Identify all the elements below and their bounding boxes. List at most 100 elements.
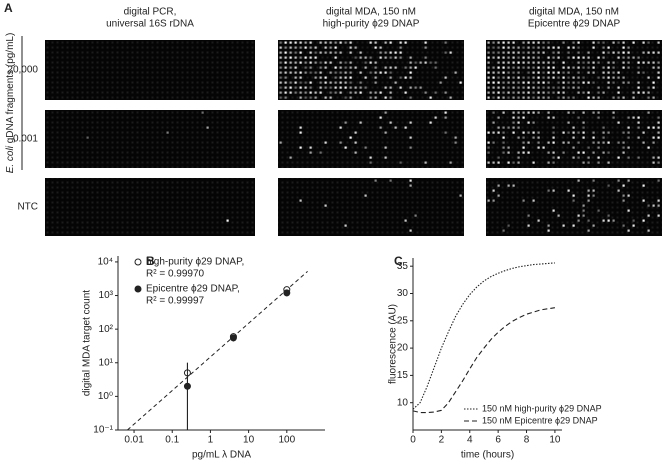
positive-well <box>517 126 520 129</box>
positive-well <box>592 61 595 64</box>
positive-well <box>552 71 555 74</box>
positive-well <box>627 51 630 54</box>
positive-well <box>552 209 555 212</box>
positive-well <box>429 61 432 64</box>
positive-well <box>657 41 660 44</box>
positive-well <box>582 126 585 129</box>
positive-well <box>226 219 229 222</box>
positive-well <box>492 91 495 94</box>
positive-well <box>384 131 387 134</box>
positive-well <box>492 141 495 144</box>
positive-well <box>637 81 640 84</box>
positive-well <box>299 56 302 59</box>
positive-well <box>364 194 367 197</box>
positive-well <box>339 41 342 44</box>
positive-well <box>384 66 387 69</box>
positive-well <box>389 41 392 44</box>
positive-well <box>279 81 282 84</box>
positive-well <box>444 51 447 54</box>
positive-well <box>547 151 550 154</box>
x-tick-label: 4 <box>467 435 473 446</box>
positive-well <box>409 146 412 149</box>
positive-well <box>602 126 605 129</box>
positive-well <box>444 91 447 94</box>
positive-well <box>552 116 555 119</box>
positive-well <box>557 71 560 74</box>
positive-well <box>512 96 515 99</box>
positive-well <box>527 61 530 64</box>
point <box>283 289 291 297</box>
positive-well <box>537 81 540 84</box>
positive-well <box>657 204 660 207</box>
positive-well <box>409 71 412 74</box>
positive-well <box>507 81 510 84</box>
positive-well <box>324 51 327 54</box>
positive-well <box>612 71 615 74</box>
positive-well <box>522 136 525 139</box>
positive-well <box>527 76 530 79</box>
positive-well <box>364 86 367 89</box>
positive-well <box>279 76 282 79</box>
positive-well <box>552 156 555 159</box>
positive-well <box>389 96 392 99</box>
positive-well <box>384 56 387 59</box>
positive-well <box>522 56 525 59</box>
positive-well <box>394 56 397 59</box>
positive-well <box>522 76 525 79</box>
positive-well <box>487 66 490 69</box>
positive-well <box>399 161 402 164</box>
positive-well <box>339 66 342 69</box>
positive-well <box>517 96 520 99</box>
positive-well <box>289 81 292 84</box>
positive-well <box>344 71 347 74</box>
positive-well <box>289 51 292 54</box>
positive-well <box>552 56 555 59</box>
positive-well <box>344 76 347 79</box>
positive-well <box>587 146 590 149</box>
positive-well <box>617 141 620 144</box>
positive-well <box>627 131 630 134</box>
positive-well <box>522 46 525 49</box>
positive-well <box>294 56 297 59</box>
positive-well <box>582 66 585 69</box>
positive-well <box>369 161 372 164</box>
positive-well <box>582 61 585 64</box>
positive-well <box>607 141 610 144</box>
positive-well <box>552 151 555 154</box>
positive-well <box>547 91 550 94</box>
positive-well <box>592 189 595 192</box>
positive-well <box>657 51 660 54</box>
positive-well <box>567 111 570 114</box>
positive-well <box>492 76 495 79</box>
positive-well <box>582 81 585 84</box>
positive-well <box>632 91 635 94</box>
positive-well <box>324 41 327 44</box>
positive-well <box>587 61 590 64</box>
positive-well <box>507 71 510 74</box>
positive-well <box>507 224 510 227</box>
positive-well <box>502 146 505 149</box>
column-header: digital MDA, 150 nM <box>326 7 416 18</box>
positive-well <box>359 51 362 54</box>
positive-well <box>622 66 625 69</box>
positive-well <box>647 41 650 44</box>
positive-well <box>592 111 595 114</box>
positive-well <box>409 56 412 59</box>
positive-well <box>527 51 530 54</box>
positive-well <box>279 141 282 144</box>
positive-well <box>324 46 327 49</box>
positive-well <box>612 61 615 64</box>
positive-well <box>572 136 575 139</box>
positive-well <box>612 111 615 114</box>
positive-well <box>607 219 610 222</box>
positive-well <box>339 91 342 94</box>
positive-well <box>497 156 500 159</box>
positive-well <box>622 56 625 59</box>
legend-marker <box>134 258 142 266</box>
positive-well <box>522 151 525 154</box>
positive-well <box>602 46 605 49</box>
positive-well <box>517 111 520 114</box>
positive-well <box>512 121 515 124</box>
positive-well <box>607 46 610 49</box>
positive-well <box>354 131 357 134</box>
